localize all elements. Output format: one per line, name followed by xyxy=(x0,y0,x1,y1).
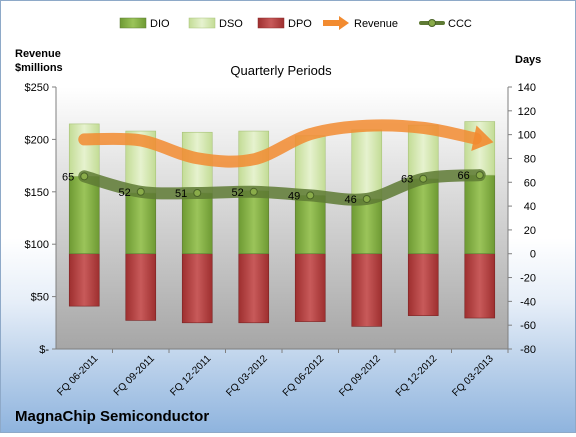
dpo-bar xyxy=(68,253,100,307)
legend-item-dio: DIO xyxy=(119,17,170,30)
chart-title: Quarterly Periods xyxy=(230,63,332,78)
x-tick-label: FQ 03-2012 xyxy=(224,353,270,399)
ccc-marker xyxy=(136,187,145,196)
x-tick-label: FQ 12-2012 xyxy=(394,353,440,399)
right-tick-label: 0 xyxy=(530,249,536,261)
legend-label-revenue: Revenue xyxy=(354,18,398,30)
dio-bar xyxy=(238,190,270,255)
ccc-marker xyxy=(362,194,371,203)
left-tick-label: $100 xyxy=(25,239,49,251)
dio-bar xyxy=(351,198,383,255)
ccc-marker xyxy=(419,174,428,183)
x-tick-label: FQ 06-2011 xyxy=(55,353,100,398)
left-tick-label: $250 xyxy=(25,82,49,94)
dio-bar xyxy=(68,176,100,255)
dpo-bar xyxy=(238,253,270,324)
ccc-line xyxy=(78,169,486,206)
dio-bar xyxy=(294,195,326,255)
legend-swatch-dpo xyxy=(257,17,285,29)
legend-swatch-dio xyxy=(119,17,147,29)
legend-label-dpo: DPO xyxy=(288,18,312,30)
legend-label-dio: DIO xyxy=(150,18,170,30)
left-tick-label: $200 xyxy=(25,134,49,146)
right-tick-label: 100 xyxy=(518,130,536,142)
dpo-bar xyxy=(351,253,383,327)
dpo-bar xyxy=(181,253,213,324)
right-tick-label: -60 xyxy=(520,320,536,332)
x-tick-label: FQ 09-2011 xyxy=(112,353,157,398)
dio-bar xyxy=(181,192,213,255)
ccc-data-label: 52 xyxy=(232,187,244,199)
right-tick-label: 120 xyxy=(518,106,536,118)
left-tick-label: $150 xyxy=(25,187,49,199)
legend-item-dpo: DPO xyxy=(257,17,312,30)
ccc-data-label: 46 xyxy=(345,194,357,206)
dio-bar xyxy=(125,192,157,255)
legend-swatch-dso xyxy=(188,17,216,29)
ccc-data-label: 63 xyxy=(401,174,413,186)
x-tick-label: FQ 06-2012 xyxy=(281,353,327,399)
right-tick-label: 20 xyxy=(524,225,536,237)
legend: DIO DSO DPO Revenue CCC xyxy=(119,16,472,30)
company-name: MagnaChip Semiconductor xyxy=(15,408,209,425)
dio-bar xyxy=(464,174,496,255)
right-tick-label: 140 xyxy=(518,82,536,94)
dpo-bar xyxy=(407,253,439,316)
x-tick-label: FQ 12-2011 xyxy=(168,353,213,398)
legend-label-dso: DSO xyxy=(219,18,243,30)
ccc-marker xyxy=(306,191,315,200)
right-tick-label: -80 xyxy=(520,344,536,356)
legend-item-dso: DSO xyxy=(188,17,243,30)
ccc-marker xyxy=(193,188,202,197)
dpo-bar xyxy=(464,253,496,319)
dso-bar xyxy=(68,123,100,177)
dpo-bar xyxy=(125,253,157,321)
right-tick-label: -20 xyxy=(520,273,536,285)
legend-item-revenue: Revenue xyxy=(323,16,398,30)
ccc-data-label: 49 xyxy=(288,190,300,202)
right-tick-label: -40 xyxy=(520,296,536,308)
right-tick-label: 80 xyxy=(524,153,536,165)
left-tick-label: $50 xyxy=(31,292,49,304)
left-axis-label-line1: Revenue xyxy=(15,48,61,60)
legend-item-ccc: CCC xyxy=(419,18,472,30)
x-tick-label: FQ 03-2013 xyxy=(450,353,496,399)
revenue-arrowhead xyxy=(471,125,494,151)
dso-bar xyxy=(351,129,383,200)
dio-bar xyxy=(407,178,439,255)
ccc-marker xyxy=(80,172,89,181)
left-axis-label-line2: $millions xyxy=(15,62,63,74)
revenue-line xyxy=(78,119,482,168)
legend-swatch-ccc-marker xyxy=(428,19,436,27)
right-axis-label: Days xyxy=(515,54,541,66)
ccc-data-label: 65 xyxy=(62,171,74,183)
dpo-bar xyxy=(294,253,326,322)
right-tick-label: 40 xyxy=(524,201,536,213)
ccc-data-label: 66 xyxy=(458,170,470,182)
ccc-marker xyxy=(475,171,484,180)
right-tick-label: 60 xyxy=(524,177,536,189)
legend-label-ccc: CCC xyxy=(448,18,472,30)
ccc-data-label: 52 xyxy=(119,187,131,199)
ccc-marker xyxy=(249,187,258,196)
x-tick-label: FQ 09-2012 xyxy=(337,353,383,399)
legend-swatch-revenue-arrow-icon xyxy=(323,16,349,30)
left-tick-label: $- xyxy=(39,344,49,356)
ccc-data-label: 51 xyxy=(175,188,187,200)
